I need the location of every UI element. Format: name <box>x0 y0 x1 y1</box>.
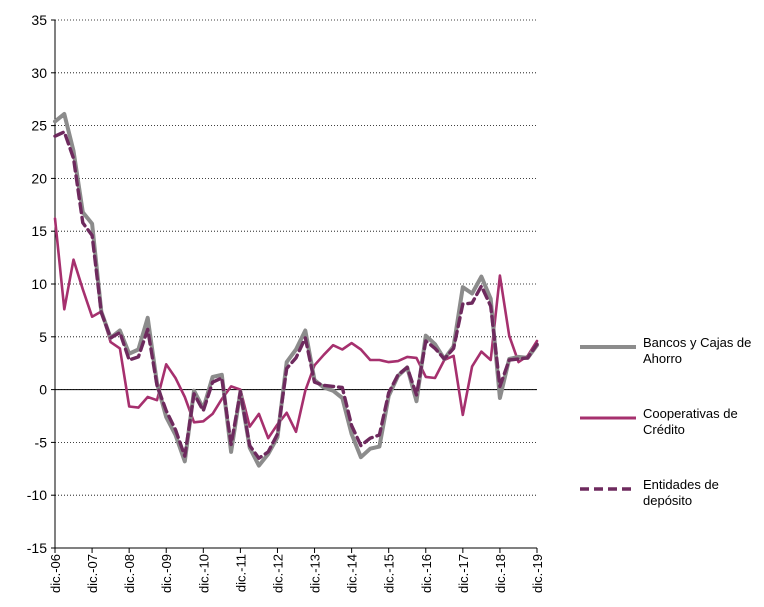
x-tick-label: dic.-10 <box>196 554 211 593</box>
x-axis-ticks: dic.-06 dic.-07 dic.-08 dic.-09 dic.-10 dic.-… <box>48 554 545 593</box>
y-tick-label: 0 <box>39 382 47 398</box>
x-tick-label: dic.-14 <box>345 554 360 593</box>
x-tick-label: dic.-15 <box>382 554 397 593</box>
legend-item-bancos: Bancos y Cajas de Ahorro <box>580 335 764 375</box>
series-lines <box>53 112 539 468</box>
legend-label-cooperativas: Cooperativas de Crédito <box>643 406 738 437</box>
grid-lines <box>55 19 537 496</box>
x-tick-label: dic.-17 <box>456 554 471 593</box>
y-tick-label: 5 <box>39 329 47 345</box>
legend-item-cooperativas: Cooperativas de Crédito <box>580 406 764 446</box>
legend-swatch-entidades <box>580 487 636 491</box>
y-tick-label: 10 <box>31 276 47 292</box>
x-tick-label: dic.-13 <box>308 554 323 593</box>
x-tick-label: dic.-06 <box>48 554 63 593</box>
x-tick-label: dic.-08 <box>122 554 137 593</box>
x-tick-label: dic.-16 <box>419 554 434 593</box>
y-tick-label: 25 <box>31 118 47 134</box>
y-tick-label: -5 <box>35 434 48 450</box>
legend-label-entidades: Entidades de depósito <box>643 477 719 508</box>
y-tick-label: 15 <box>31 223 47 239</box>
y-tick-label: 30 <box>31 65 47 81</box>
y-axis-ticks: -15 -10 -5 0 5 10 15 20 25 30 35 <box>27 12 47 556</box>
axes <box>51 19 538 553</box>
legend-item-entidades: Entidades de depósito <box>580 477 764 517</box>
y-tick-label: -15 <box>27 540 47 556</box>
x-tick-label: dic.-07 <box>85 554 100 593</box>
legend-swatch-bancos <box>580 345 636 349</box>
y-tick-label: 20 <box>31 170 47 186</box>
x-tick-label: dic.-09 <box>159 554 174 593</box>
x-tick-label: dic.-11 <box>233 554 248 592</box>
legend-swatch-cooperativas <box>580 416 636 420</box>
x-tick-label: dic.-19 <box>530 554 545 593</box>
y-tick-label: -10 <box>27 487 47 503</box>
y-tick-label: 35 <box>31 12 47 28</box>
series-line-2 <box>53 130 539 460</box>
series-line-1 <box>53 217 539 440</box>
x-tick-label: dic.-12 <box>270 554 285 593</box>
series-line-0 <box>53 112 539 468</box>
x-tick-label: dic.-18 <box>493 554 508 593</box>
legend-label-bancos: Bancos y Cajas de Ahorro <box>643 335 752 366</box>
